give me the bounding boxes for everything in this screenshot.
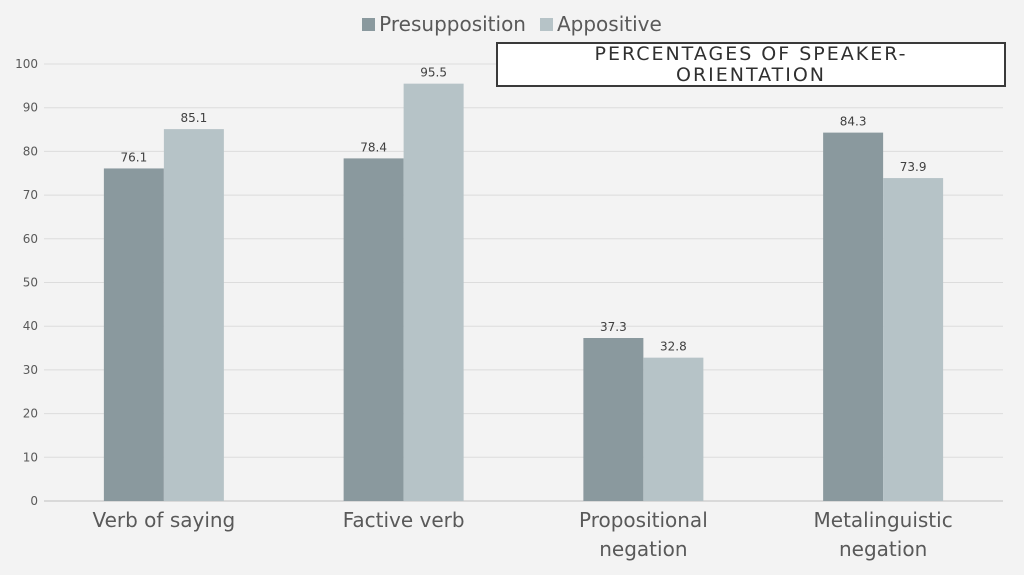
- y-tick-label: 60: [23, 232, 38, 246]
- legend-swatch-presupposition: [362, 17, 376, 31]
- legend-label-appositive: Appositive: [556, 12, 662, 36]
- data-label: 85.1: [181, 111, 208, 125]
- bar-presupposition: [103, 168, 164, 501]
- data-label: 78.4: [360, 140, 387, 154]
- y-tick-label: 100: [15, 57, 38, 71]
- data-label: 37.3: [600, 320, 627, 334]
- x-tick-label: Metalinguistic: [814, 508, 953, 532]
- y-tick-label: 40: [23, 319, 38, 333]
- data-label: 32.8: [660, 340, 687, 354]
- x-tick-label: Verb of saying: [92, 508, 235, 532]
- data-label: 73.9: [900, 160, 927, 174]
- legend-item-presupposition: Presupposition: [362, 12, 526, 36]
- y-tick-label: 80: [23, 144, 38, 158]
- y-tick-label: 0: [30, 494, 38, 508]
- data-label: 95.5: [420, 66, 447, 80]
- y-tick-label: 20: [23, 407, 38, 421]
- bar-appositive: [163, 129, 224, 501]
- legend-item-appositive: Appositive: [539, 12, 662, 36]
- x-tick-label: negation: [599, 537, 687, 561]
- y-tick-label: 50: [23, 276, 38, 290]
- y-tick-label: 90: [23, 101, 38, 115]
- data-label: 84.3: [840, 115, 867, 129]
- y-tick-label: 70: [23, 188, 38, 202]
- bar-presupposition: [823, 132, 884, 501]
- chart-title: PERCENTAGES OF SPEAKER-ORIENTATION: [496, 42, 1006, 87]
- bar-presupposition: [343, 158, 404, 501]
- bar-appositive: [643, 357, 704, 501]
- bar-presupposition: [583, 337, 644, 501]
- y-tick-label: 10: [23, 450, 38, 464]
- x-tick-label: Factive verb: [343, 508, 465, 532]
- data-label: 76.1: [121, 150, 148, 164]
- legend-swatch-appositive: [539, 17, 553, 31]
- bar-appositive: [883, 178, 944, 501]
- bar-appositive: [403, 83, 464, 501]
- x-tick-label: Propositional: [579, 508, 708, 532]
- y-tick-label: 30: [23, 363, 38, 377]
- legend-label-presupposition: Presupposition: [379, 12, 526, 36]
- chart-legend: Presupposition Appositive: [0, 12, 1024, 36]
- x-tick-label: negation: [839, 537, 927, 561]
